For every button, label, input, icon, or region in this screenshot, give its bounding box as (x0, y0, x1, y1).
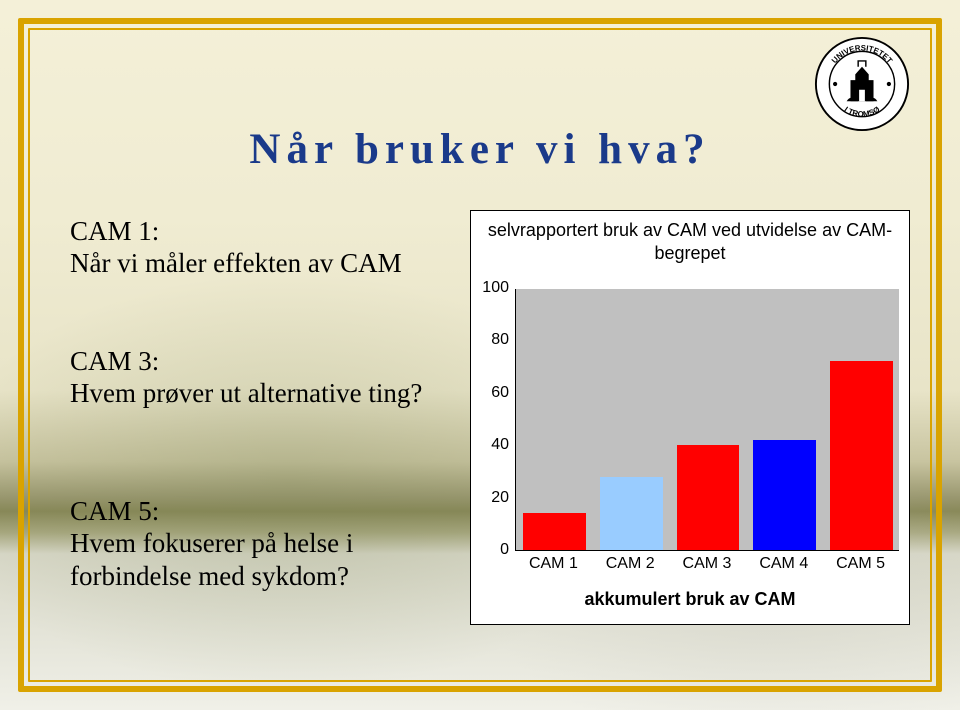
slide-title: Når bruker vi hva? (0, 125, 960, 174)
y-tick-label: 40 (479, 436, 509, 454)
bar (523, 513, 586, 550)
slide: UNIVERSITETET I TROMSØ Når bruker vi hva… (0, 0, 960, 710)
chart-title-line2: begrepet (654, 243, 725, 263)
text-block-cam1: CAM 1: Når vi måler effekten av CAM (70, 215, 440, 280)
x-tick-label: CAM 2 (592, 555, 669, 573)
university-logo: UNIVERSITETET I TROMSØ (814, 36, 910, 132)
y-tick-label: 80 (479, 331, 509, 349)
x-tick-label: CAM 3 (669, 555, 746, 573)
text-block-cam3: CAM 3: Hvem prøver ut alternative ting? (70, 345, 440, 410)
y-tick-label: 100 (479, 279, 509, 297)
x-tick-label: CAM 5 (822, 555, 899, 573)
plot-area (515, 289, 899, 551)
bar (677, 445, 740, 550)
bar (600, 477, 663, 550)
chart-container: selvrapportert bruk av CAM ved utvidelse… (470, 210, 910, 625)
x-axis-label: akkumulert bruk av CAM (471, 589, 909, 610)
bar (753, 440, 816, 550)
text-body: Hvem fokuserer på helse i forbindelse me… (70, 527, 440, 592)
text-head: CAM 3: (70, 345, 440, 377)
bar (830, 361, 893, 550)
x-tick-label: CAM 4 (745, 555, 822, 573)
text-head: CAM 1: (70, 215, 440, 247)
y-tick-label: 20 (479, 489, 509, 507)
y-tick-label: 60 (479, 384, 509, 402)
text-body: Når vi måler effekten av CAM (70, 247, 440, 279)
text-body: Hvem prøver ut alternative ting? (70, 377, 440, 409)
x-tick-label: CAM 1 (515, 555, 592, 573)
chart-title: selvrapportert bruk av CAM ved utvidelse… (471, 219, 909, 264)
text-head: CAM 5: (70, 495, 440, 527)
text-block-cam5: CAM 5: Hvem fokuserer på helse i forbind… (70, 495, 440, 592)
y-tick-label: 0 (479, 541, 509, 559)
chart-title-line1: selvrapportert bruk av CAM ved utvidelse… (488, 220, 892, 240)
